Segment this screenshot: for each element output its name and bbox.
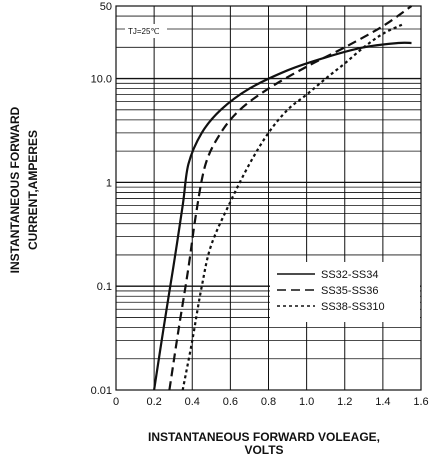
grid <box>116 6 421 390</box>
x-tick-label: 1.2 <box>337 396 352 408</box>
y-tick-label: 1 <box>106 177 112 189</box>
annotation-box <box>125 24 167 38</box>
legend-box <box>270 262 420 322</box>
tick-labels: 0 0.2 0.4 0.6 0.8 1.0 1.2 1.4 1.6 0.01 0.1 1 10.0 50 <box>91 1 429 408</box>
legend-label-3: SS38-SS310 <box>321 301 385 313</box>
x-tick-label: 0.6 <box>223 396 238 408</box>
series-lines <box>153 5 413 391</box>
y-tick-label: 10.0 <box>91 74 112 86</box>
x-tick-label: 1.6 <box>413 396 428 408</box>
x-axis-title-line2: VOLTS <box>244 443 283 457</box>
x-tick-label: 0.8 <box>261 396 276 408</box>
y-axis-title-line1: INSTANTANEOUS FORWARD <box>8 106 22 273</box>
y-tick-label: 0.01 <box>91 385 112 397</box>
legend-label-2: SS35-SS36 <box>321 285 378 297</box>
x-tick-label: 0.4 <box>185 396 200 408</box>
x-axis-title-line1: INSTANTANEOUS FORWARD VOLEAGE, <box>148 430 380 444</box>
plot-frame <box>115 5 422 391</box>
temperature-annotation: TJ=25℃ <box>125 24 167 38</box>
y-axis-title-line2: CURRENT,AMPERES <box>26 130 40 250</box>
x-tick-label: 0 <box>113 396 119 408</box>
x-tick-label: 1.4 <box>375 396 390 408</box>
y-tick-label: 0.1 <box>97 281 112 293</box>
legend: SS32-SS34 SS35-SS36 SS38-SS310 <box>270 262 420 322</box>
x-tick-label: 1.0 <box>299 396 314 408</box>
legend-label-1: SS32-SS34 <box>321 269 378 281</box>
annotation-text: TJ=25℃ <box>128 27 159 36</box>
y-tick-label: 50 <box>100 1 112 13</box>
series-line-2 <box>168 5 413 391</box>
x-tick-label: 0.2 <box>146 396 161 408</box>
series-line-3 <box>181 23 403 391</box>
